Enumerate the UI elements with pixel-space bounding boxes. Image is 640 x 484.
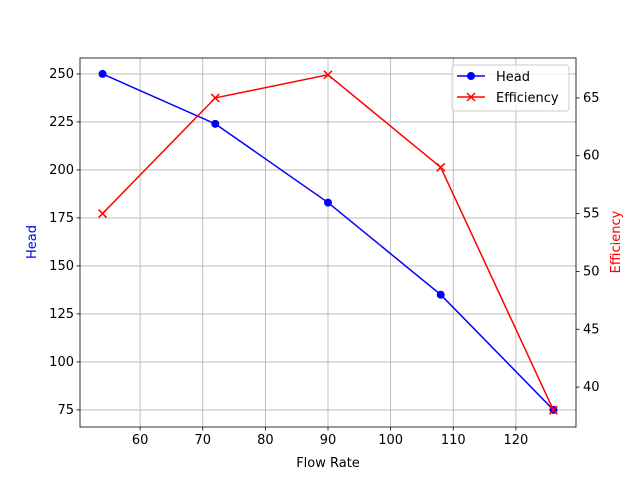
legend-head-label: Head (496, 70, 530, 85)
x-tick-label: 90 (320, 433, 337, 448)
x-tick-label: 100 (378, 433, 403, 448)
ticks: 60 70 80 90 100 110 120 75 100 125 150 175 200 225 250… (49, 67, 599, 448)
x-tick-label: 80 (257, 433, 274, 448)
left-y-tick-label: 125 (49, 307, 74, 322)
x-axis-label: Flow Rate (296, 456, 360, 471)
right-y-tick-label: 50 (583, 264, 600, 279)
efficiency-point (548, 405, 558, 415)
legend-efficiency-label: Efficiency (496, 91, 559, 106)
left-y-tick-label: 100 (49, 355, 74, 370)
legend-head-marker (467, 72, 475, 80)
legend-efficiency-marker (466, 92, 476, 102)
x-tick-label: 110 (441, 433, 466, 448)
left-axis-label: Head (25, 225, 40, 259)
efficiency-point (323, 70, 333, 80)
right-y-tick-label: 55 (583, 207, 600, 222)
left-y-tick-label: 250 (49, 67, 74, 82)
efficiency-point (210, 93, 220, 103)
left-y-tick-label: 150 (49, 259, 74, 274)
efficiency-point (98, 209, 108, 219)
right-y-tick-label: 45 (583, 322, 600, 337)
left-y-tick-label: 75 (57, 403, 74, 418)
left-y-tick-label: 175 (49, 211, 74, 226)
head-point (324, 198, 332, 207)
right-y-tick-label: 60 (583, 149, 600, 164)
left-y-tick-label: 200 (49, 163, 74, 178)
right-y-tick-label: 40 (583, 380, 600, 395)
x-tick-label: 120 (503, 433, 528, 448)
grid (80, 58, 576, 427)
right-y-tick-label: 65 (583, 91, 600, 106)
efficiency-point (436, 162, 446, 172)
head-point (211, 119, 220, 128)
x-tick-label: 60 (132, 433, 149, 448)
legend: Head Efficiency (451, 64, 570, 112)
x-tick-label: 70 (194, 433, 211, 448)
series-layer (98, 69, 558, 415)
head-point (98, 69, 107, 78)
head-point (436, 290, 445, 299)
right-axis-label: Efficiency (609, 210, 624, 273)
left-y-tick-label: 225 (49, 115, 74, 130)
